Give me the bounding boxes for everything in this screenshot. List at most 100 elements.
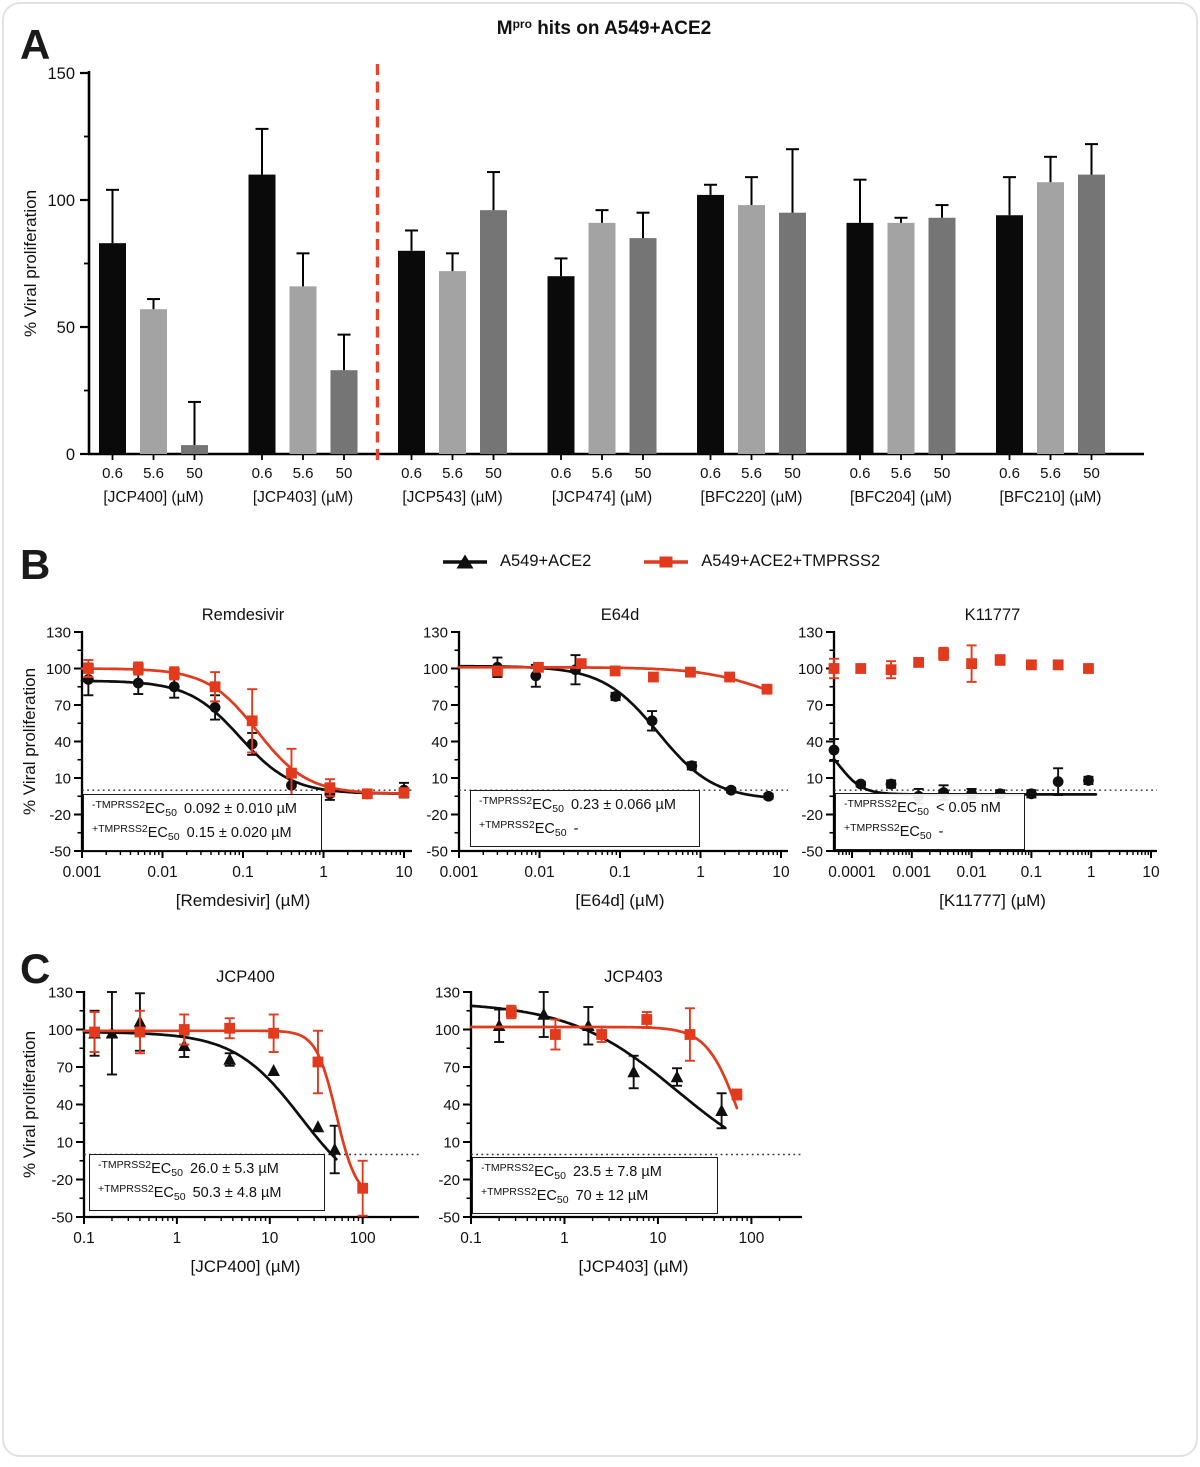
svg-text:10: 10 bbox=[649, 1230, 667, 1247]
svg-text:100: 100 bbox=[738, 1230, 764, 1247]
svg-text:50: 50 bbox=[934, 465, 951, 482]
ec50-line: +TMPRSS2EC50 50.3 ± 4.8 µM bbox=[98, 1183, 282, 1203]
svg-text:130: 130 bbox=[46, 625, 71, 642]
svg-text:0: 0 bbox=[66, 446, 75, 464]
triangle-marker-icon bbox=[443, 554, 487, 568]
svg-text:40: 40 bbox=[806, 734, 823, 751]
svg-text:70: 70 bbox=[443, 1060, 460, 1077]
svg-text:50: 50 bbox=[485, 465, 502, 482]
chart-title: K11777 bbox=[965, 606, 1021, 624]
svg-text:5.6: 5.6 bbox=[1040, 465, 1061, 482]
bar bbox=[996, 215, 1023, 454]
bar-chart-svg: 0 50 100 150 % Viral proliferation 0.6 5.6 50 [J… bbox=[21, 64, 1144, 506]
bar bbox=[140, 309, 167, 454]
svg-text:70: 70 bbox=[56, 1060, 73, 1077]
svg-text:100: 100 bbox=[350, 1230, 376, 1247]
series-square bbox=[828, 644, 1094, 683]
bars: 0.6 5.6 50 [JCP400] (µM) 0.6 5.6 50 [JCP403] (µ… bbox=[99, 127, 1105, 506]
svg-text:[BFC220] (µM): [BFC220] (µM) bbox=[701, 489, 803, 506]
svg-text:0.6: 0.6 bbox=[401, 465, 422, 482]
chart-title: E64d bbox=[601, 606, 640, 624]
bar bbox=[629, 238, 657, 454]
panel-c-label: C bbox=[20, 945, 51, 992]
svg-text:[BFC210] (µM): [BFC210] (µM) bbox=[1000, 489, 1102, 506]
y-axis-label: % Viral proliferation bbox=[20, 1031, 39, 1178]
x-axis-label: [JCP403] (µM) bbox=[579, 1257, 689, 1276]
chart-title: JCP403 bbox=[604, 968, 663, 986]
ec50-line: +TMPRSS2EC50 70 ± 12 µM bbox=[481, 1186, 649, 1206]
ec50-annotation-box: -TMPRSS2EC50 23.5 ± 7.8 µM +TMPRSS2EC50 7… bbox=[472, 1157, 718, 1214]
svg-text:70: 70 bbox=[806, 698, 823, 715]
axes: 130 100 70 40 10 -20 -50 0.001 0.01 0.1 1 10 bbox=[424, 625, 790, 882]
svg-text:100: 100 bbox=[46, 661, 71, 678]
svg-text:[JCP403] (µM): [JCP403] (µM) bbox=[253, 489, 353, 506]
svg-text:5.6: 5.6 bbox=[293, 465, 314, 482]
svg-text:1: 1 bbox=[319, 864, 328, 881]
ec50-line: -TMPRSS2EC50 23.5 ± 7.8 µM bbox=[481, 1162, 662, 1182]
series-triangle bbox=[82, 991, 342, 1175]
ec50-line: +TMPRSS2EC50 0.15 ± 0.020 µM bbox=[92, 823, 292, 843]
series-square bbox=[469, 1004, 743, 1110]
ec50-line: -TMPRSS2EC50 < 0.05 nM bbox=[844, 798, 1001, 818]
y-axis-label: % Viral proliferation bbox=[20, 668, 39, 815]
svg-text:0.6: 0.6 bbox=[700, 465, 721, 482]
svg-text:-50: -50 bbox=[49, 844, 71, 861]
svg-text:[BFC204] (µM): [BFC204] (µM) bbox=[850, 489, 952, 506]
svg-text:-50: -50 bbox=[51, 1210, 73, 1227]
svg-text:40: 40 bbox=[54, 734, 71, 751]
svg-text:0.6: 0.6 bbox=[551, 465, 572, 482]
bar bbox=[697, 194, 724, 455]
svg-text:10: 10 bbox=[772, 864, 790, 881]
x-axis-label: [Remdesivir] (µM) bbox=[176, 891, 310, 910]
svg-text:0.1: 0.1 bbox=[73, 1230, 95, 1247]
svg-text:10: 10 bbox=[431, 771, 448, 788]
bar bbox=[330, 370, 358, 454]
svg-text:0.001: 0.001 bbox=[892, 864, 931, 881]
bar bbox=[480, 210, 507, 454]
bar bbox=[1078, 174, 1105, 454]
svg-text:10: 10 bbox=[56, 1135, 73, 1152]
bar bbox=[1037, 182, 1064, 454]
svg-text:40: 40 bbox=[431, 734, 448, 751]
svg-text:5.6: 5.6 bbox=[741, 465, 762, 482]
bar bbox=[398, 250, 425, 454]
remdesivir-svg: 130 100 70 40 10 -20 -50 0.001 0.01 0.1 1 10 Remdesi… bbox=[20, 606, 413, 910]
svg-text:10: 10 bbox=[395, 864, 413, 881]
bar bbox=[738, 205, 765, 454]
ec50-line: -TMPRSS2EC50 0.092 ± 0.010 µM bbox=[92, 799, 298, 819]
legend-item-a549-ace2: A549+ACE2 bbox=[442, 552, 591, 571]
ec50-line: -TMPRSS2EC50 26.0 ± 5.3 µM bbox=[98, 1159, 279, 1179]
series-circle bbox=[80, 662, 410, 801]
bar bbox=[248, 174, 276, 454]
svg-text:50: 50 bbox=[186, 465, 203, 482]
series-square bbox=[82, 1009, 369, 1217]
axes: 130 100 70 40 10 -20 -50 0.001 0.01 0.1 1 10 bbox=[46, 625, 413, 882]
ec50-line: -TMPRSS2EC50 0.23 ± 0.066 µM bbox=[479, 795, 676, 815]
svg-text:40: 40 bbox=[443, 1097, 460, 1114]
svg-text:% Viral proliferation: % Viral proliferation bbox=[21, 190, 40, 337]
legend-label-a549-ace2: A549+ACE2 bbox=[500, 552, 592, 570]
ec50-annotation-box: -TMPRSS2EC50 26.0 ± 5.3 µM +TMPRSS2EC50 5… bbox=[89, 1154, 325, 1211]
svg-text:0.1: 0.1 bbox=[460, 1230, 482, 1247]
chart-title: JCP400 bbox=[216, 968, 275, 986]
svg-text:1: 1 bbox=[173, 1230, 182, 1247]
svg-text:0.001: 0.001 bbox=[63, 864, 102, 881]
legend-item-a549-ace2-tmprss2: A549+ACE2+TMPRSS2 bbox=[643, 552, 880, 571]
panel-b-label: B bbox=[20, 541, 51, 588]
svg-text:0.001: 0.001 bbox=[440, 864, 479, 881]
svg-text:-50: -50 bbox=[426, 844, 448, 861]
chart-title: Remdesivir bbox=[202, 606, 285, 624]
k11777-svg: 130 100 70 40 10 -20 -50 0.0001 0.001 0.01 0.1 1 10 K… bbox=[799, 606, 1160, 910]
svg-text:150: 150 bbox=[47, 65, 75, 83]
axes: 130 100 70 40 10 -20 -500.1 1 10 100 bbox=[435, 985, 802, 1247]
title-superscript: pro bbox=[512, 17, 532, 31]
title-rest: hits on A549+ACE2 bbox=[531, 18, 712, 39]
svg-text:10: 10 bbox=[806, 771, 823, 788]
svg-text:130: 130 bbox=[435, 985, 460, 1002]
ec50-annotation-box: -TMPRSS2EC50 < 0.05 nM +TMPRSS2EC50 - bbox=[835, 793, 1025, 850]
x-axis-label: [JCP400] (µM) bbox=[191, 1257, 301, 1276]
legend-label-a549-ace2-tmprss2: A549+ACE2+TMPRSS2 bbox=[701, 552, 881, 570]
panel-a-chart-title: Mpro hits on A549+ACE2 bbox=[4, 17, 1196, 40]
title-base: M bbox=[496, 18, 513, 39]
series-square bbox=[80, 659, 410, 800]
